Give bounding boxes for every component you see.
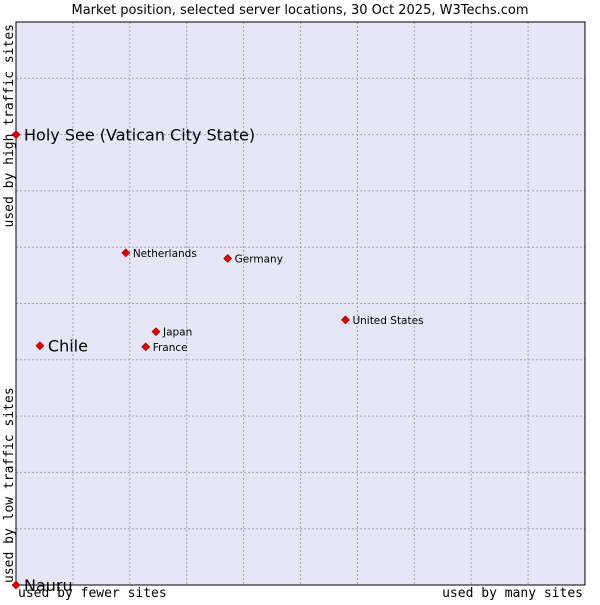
marker-nauru (11, 580, 21, 590)
point-label-nauru: Nauru (24, 576, 73, 595)
x-axis-label-right: used by many sites (442, 586, 583, 600)
data-point-chile: Chile (35, 337, 88, 356)
point-label-netherlands: Netherlands (133, 248, 197, 260)
marker-united-states (341, 315, 350, 325)
data-point-nauru: Nauru (11, 576, 73, 595)
data-points: Holy See (Vatican City State) Chile Nauru N… (11, 126, 424, 595)
x-axis-label-left: used by fewer sites (18, 586, 167, 600)
plot-frame (15, 21, 586, 586)
grid-lines (16, 22, 585, 585)
point-label-japan: Japan (162, 327, 192, 339)
marker-netherlands (121, 248, 131, 258)
data-point-holy-see-vatican-city-state: Holy See (Vatican City State) (11, 126, 255, 145)
point-label-france: France (153, 342, 188, 354)
data-point-germany: Germany (223, 253, 283, 265)
marker-holy-see-vatican-city-state (11, 130, 21, 140)
chart-title: Market position, selected server locatio… (71, 3, 528, 18)
y-axis-label-bottom: used by low traffic sites (2, 387, 17, 583)
point-label-holy-see-vatican-city-state: Holy See (Vatican City State) (24, 126, 255, 145)
point-label-germany: Germany (235, 253, 283, 265)
marker-france (141, 342, 151, 352)
data-point-netherlands: Netherlands (121, 248, 197, 260)
y-axis-label-top: used by high traffic sites (2, 24, 17, 228)
data-point-united-states: United States (341, 315, 424, 327)
marker-germany (223, 254, 233, 263)
point-label-chile: Chile (48, 337, 88, 356)
marker-japan (151, 327, 161, 337)
data-point-france: France (141, 342, 188, 354)
marker-chile (35, 341, 45, 351)
point-label-united-states: United States (352, 315, 423, 327)
data-point-japan: Japan (151, 327, 192, 339)
